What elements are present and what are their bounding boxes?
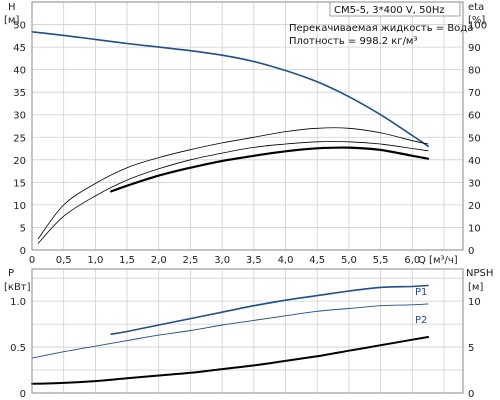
x-tick-label: 2,0 [151,255,167,266]
right-tick-label-top: 90 [468,43,481,54]
x-tick-label: 4,0 [278,255,294,266]
left-tick-label-top: 40 [13,66,26,77]
series-npsh-curve [31,336,430,385]
right-tick-label-top: 20 [468,201,481,212]
top-plot-grid [32,1,463,250]
series-p2-curve [31,303,429,359]
x-axis-unit-label: Q [м³/ч] [418,255,458,266]
x-tick-label: 6,0 [404,255,420,266]
series-eta-thin-upper [37,127,429,240]
right-tick-label-top: 100 [468,21,487,32]
density-info: Плотность = 998.2 кг/м³ [289,36,418,47]
top-plot-series [31,31,430,244]
left-tick-label-top: 5 [20,223,26,234]
x-tick-label: 3,5 [246,255,262,266]
right-tick-label-bottom: 0 [468,389,474,400]
bottom-plot-frame [31,268,464,394]
right-tick-label-top: 0 [468,246,474,257]
left-tick-label-top: 25 [13,133,26,144]
right-axis-title-top: eta [468,2,484,13]
left-axis-unit-bottom: [кВт] [4,282,31,293]
right-axis-unit-top: [%] [468,15,485,26]
right-axis-unit-bottom: [м] [468,282,483,293]
x-tick-label: 0,5 [56,255,72,266]
right-tick-label-top: 30 [468,178,481,189]
x-tick-label: 5,0 [341,255,357,266]
left-tick-label-top: 0 [20,246,26,257]
right-tick-label-top: 80 [468,66,481,77]
model-label: CM5-5, 3*400 V, 50Hz [334,5,445,16]
left-tick-label-bottom: 0.5 [10,343,26,354]
x-tick-label: 1,0 [87,255,103,266]
left-tick-label-bottom: 1.0 [10,297,26,308]
right-tick-label-top: 40 [468,156,481,167]
left-tick-label-top: 35 [13,88,26,99]
right-tick-label-top: 70 [468,88,481,99]
left-tick-label-bottom: 0 [20,389,26,400]
x-tick-label: 0 [29,255,35,266]
x-tick-label: 2,5 [183,255,199,266]
left-tick-label-top: 45 [13,43,26,54]
left-axis-unit-top: [м] [4,15,19,26]
left-tick-label-top: 20 [13,156,26,167]
series-label-p1: P1 [415,287,427,298]
series-p1-curve [110,284,429,335]
left-axis-title-bottom: P [8,268,14,279]
series-head-curve [31,31,429,148]
liquid-info: Перекачиваемая жидкость = Вода [289,23,473,34]
top-plot-frame [31,1,464,251]
x-tick-label: 4,5 [309,255,325,266]
series-eta-curve [110,146,430,193]
right-tick-label-top: 50 [468,133,481,144]
left-tick-label-top: 10 [13,201,26,212]
x-tick-label: 5,5 [373,255,389,266]
left-tick-label-top: 30 [13,111,26,122]
bottom-plot-series [31,284,430,385]
left-axis-title-top: H [8,2,16,13]
right-tick-label-bottom: 5 [468,343,474,354]
right-tick-label-top: 10 [468,223,481,234]
series-eta-thin-lower [37,141,429,244]
axis-ticks: 0 0,5 1,0 1,5 2,0 2,5 3,0 3,5 4,0 4,5 5,0 5,5 6,0 0 5 1… [10,21,487,400]
x-tick-label: 3,0 [214,255,230,266]
right-axis-title-bottom: NPSH [466,268,493,279]
series-label-p2: P2 [415,315,427,326]
left-tick-label-top: 50 [13,21,26,32]
bottom-plot-grid [32,269,463,393]
right-tick-label-top: 60 [468,111,481,122]
x-tick-label: 1,5 [119,255,135,266]
right-tick-label-bottom: 10 [468,297,481,308]
left-tick-label-top: 15 [13,178,26,189]
